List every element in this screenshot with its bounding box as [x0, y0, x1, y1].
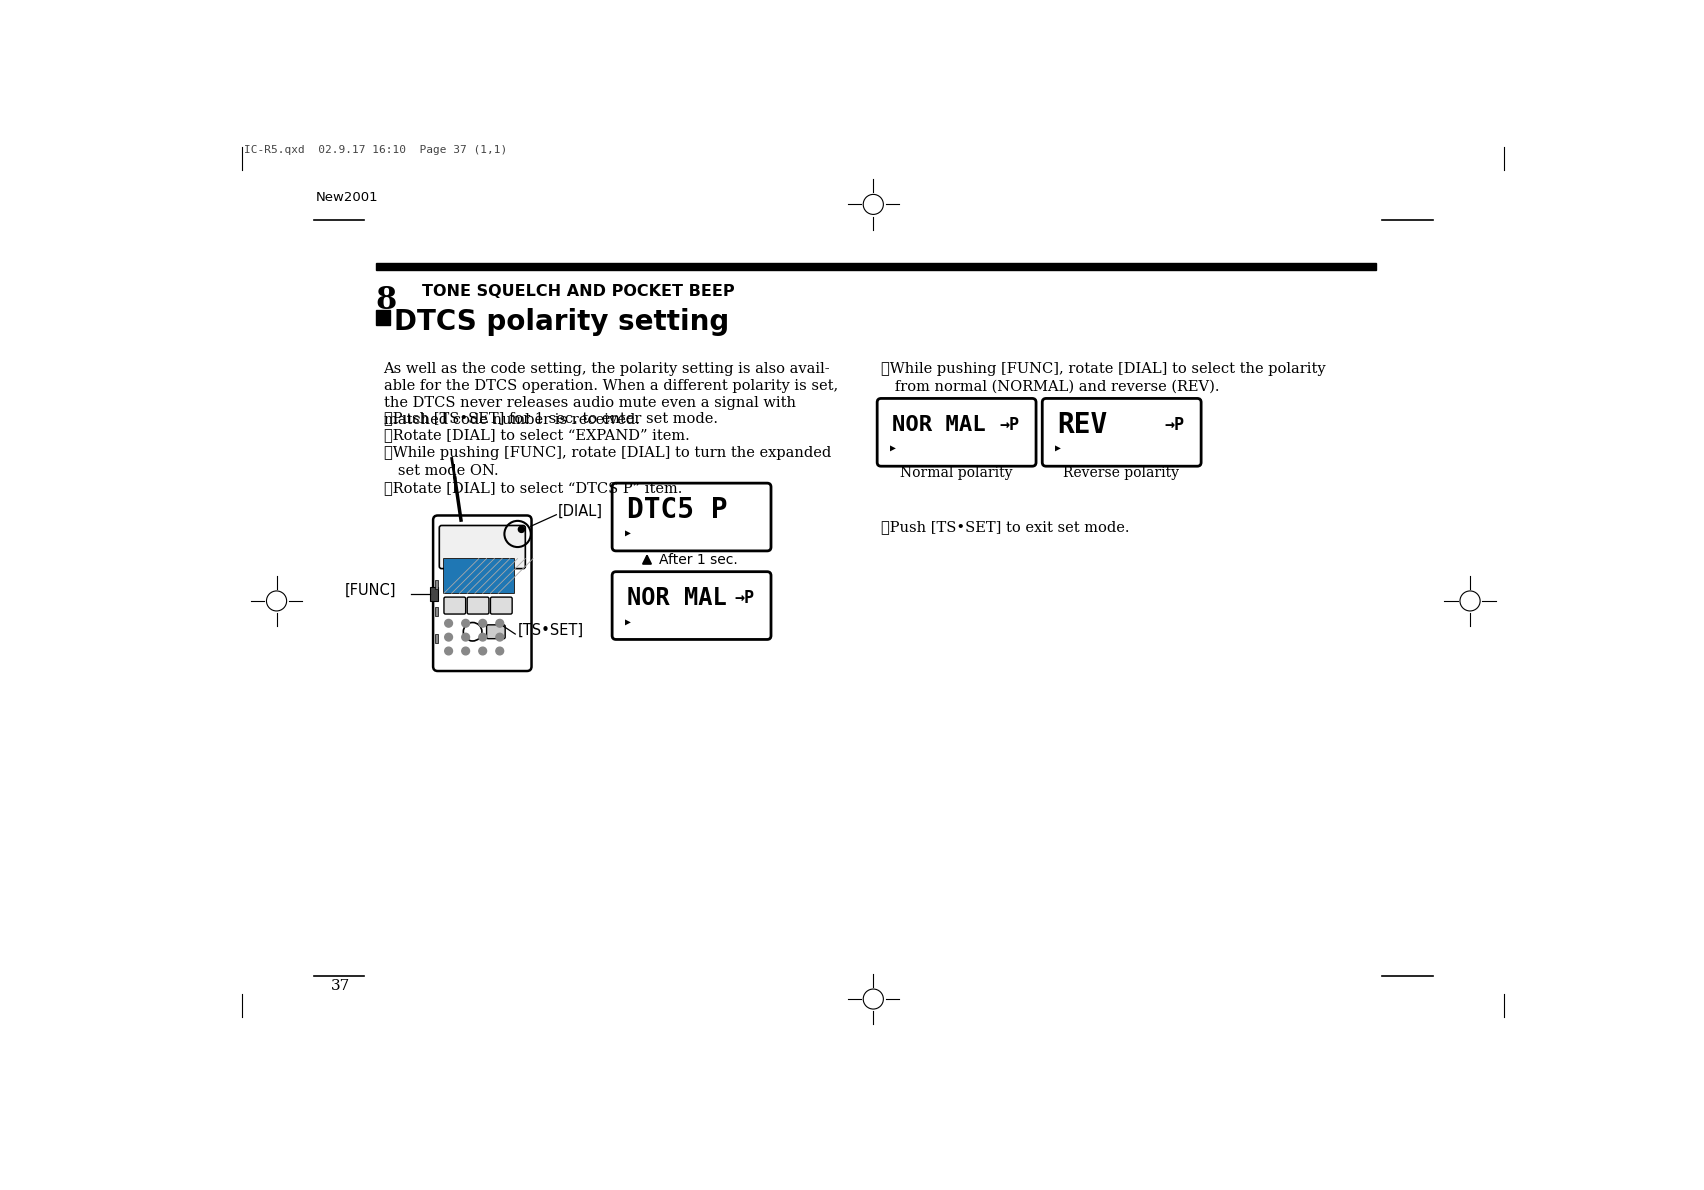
Text: ▶: ▶ [625, 528, 630, 538]
Circle shape [496, 633, 504, 641]
Circle shape [479, 633, 487, 641]
Text: ⑤While pushing [FUNC], rotate [DIAL] to select the polarity: ⑤While pushing [FUNC], rotate [DIAL] to … [881, 362, 1326, 376]
FancyBboxPatch shape [440, 526, 525, 569]
Circle shape [479, 620, 487, 627]
FancyBboxPatch shape [445, 597, 465, 614]
Text: from normal (NORMAL) and reverse (REV).: from normal (NORMAL) and reverse (REV). [881, 380, 1220, 394]
Bar [435, 581, 438, 589]
Text: Normal polarity: Normal polarity [900, 466, 1012, 481]
FancyBboxPatch shape [612, 571, 770, 639]
Bar [445, 558, 513, 594]
Circle shape [445, 647, 453, 654]
FancyBboxPatch shape [467, 597, 489, 614]
Bar [377, 309, 390, 325]
Text: After 1 sec.: After 1 sec. [659, 553, 738, 568]
Bar [445, 558, 513, 594]
Circle shape [496, 647, 504, 654]
FancyBboxPatch shape [612, 483, 770, 551]
Text: →P: →P [1166, 416, 1184, 434]
Text: TONE SQUELCH AND POCKET BEEP: TONE SQUELCH AND POCKET BEEP [423, 283, 734, 299]
Bar [377, 263, 1375, 270]
Bar [445, 558, 513, 594]
Text: NOR MAL: NOR MAL [627, 587, 726, 610]
Circle shape [445, 633, 453, 641]
Text: →P: →P [734, 589, 755, 607]
Text: DTCS polarity setting: DTCS polarity setting [394, 308, 729, 337]
Text: NOR MAL: NOR MAL [891, 415, 985, 436]
Text: [FUNC]: [FUNC] [344, 583, 397, 597]
Text: [DIAL]: [DIAL] [557, 503, 603, 519]
Text: ▶: ▶ [891, 443, 896, 453]
Text: matched code number is received.: matched code number is received. [383, 413, 639, 427]
Text: ①Push [TS•SET] for 1 sec. to enter set mode.: ①Push [TS•SET] for 1 sec. to enter set m… [383, 411, 717, 425]
Bar [445, 558, 513, 594]
Text: 37: 37 [331, 979, 351, 992]
Circle shape [445, 620, 453, 627]
Text: REV: REV [1056, 411, 1108, 439]
Text: ②Rotate [DIAL] to select “EXPAND” item.: ②Rotate [DIAL] to select “EXPAND” item. [383, 428, 688, 443]
Text: IC-R5.qxd  02.9.17 16:10  Page 37 (1,1): IC-R5.qxd 02.9.17 16:10 Page 37 (1,1) [244, 145, 508, 155]
Circle shape [462, 633, 470, 641]
Text: set mode ON.: set mode ON. [383, 464, 498, 478]
FancyBboxPatch shape [433, 515, 532, 671]
FancyBboxPatch shape [491, 597, 513, 614]
Text: [TS•SET]: [TS•SET] [518, 622, 584, 638]
Circle shape [462, 647, 470, 654]
FancyBboxPatch shape [878, 399, 1036, 466]
Bar [445, 558, 513, 594]
Circle shape [462, 620, 470, 627]
Text: →P: →P [1000, 416, 1019, 434]
Bar [435, 634, 438, 644]
Bar [445, 558, 513, 594]
Text: ⑥Push [TS•SET] to exit set mode.: ⑥Push [TS•SET] to exit set mode. [881, 520, 1130, 534]
Bar [445, 558, 513, 594]
Text: As well as the code setting, the polarity setting is also avail-: As well as the code setting, the polarit… [383, 362, 830, 376]
Bar [445, 558, 513, 594]
Text: DTC5 P: DTC5 P [627, 496, 728, 524]
FancyBboxPatch shape [1043, 399, 1201, 466]
Bar [435, 607, 438, 616]
Text: ▶: ▶ [1055, 443, 1062, 453]
Text: the DTCS never releases audio mute even a signal with: the DTCS never releases audio mute even … [383, 396, 796, 411]
Bar [445, 558, 513, 594]
Text: New2001: New2001 [315, 190, 378, 203]
Text: able for the DTCS operation. When a different polarity is set,: able for the DTCS operation. When a diff… [383, 380, 838, 393]
FancyBboxPatch shape [487, 625, 504, 639]
Circle shape [479, 647, 487, 654]
Bar [429, 587, 438, 601]
Text: ③While pushing [FUNC], rotate [DIAL] to turn the expanded: ③While pushing [FUNC], rotate [DIAL] to … [383, 446, 832, 461]
Circle shape [496, 620, 504, 627]
Text: 8: 8 [377, 286, 397, 317]
Text: ④Rotate [DIAL] to select “DTCS P” item.: ④Rotate [DIAL] to select “DTCS P” item. [383, 482, 682, 495]
Circle shape [518, 526, 525, 532]
Text: ▶: ▶ [625, 616, 630, 626]
Text: Reverse polarity: Reverse polarity [1063, 466, 1179, 481]
